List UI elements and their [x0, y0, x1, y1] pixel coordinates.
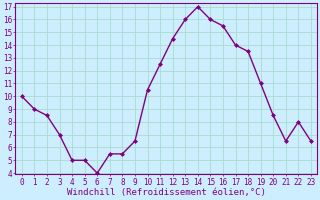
X-axis label: Windchill (Refroidissement éolien,°C): Windchill (Refroidissement éolien,°C) — [67, 188, 266, 197]
